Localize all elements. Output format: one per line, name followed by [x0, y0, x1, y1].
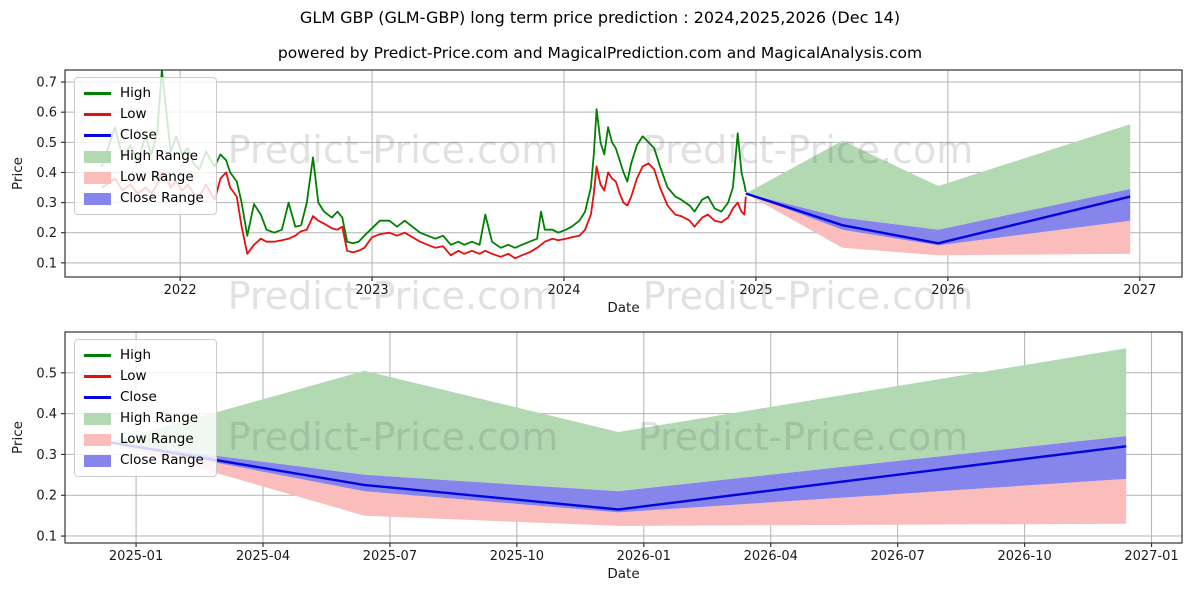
legend-label: Low Range [120, 431, 194, 447]
legend-label: Low [120, 106, 147, 122]
x-tick-label: 2026 [931, 283, 964, 298]
data-layer [100, 70, 1131, 260]
legend-line-swatch [84, 134, 111, 137]
legend-item-close-range: Close Range [84, 450, 204, 471]
legend-item-close: Close [84, 125, 204, 146]
y-tick-label: 0.4 [36, 166, 57, 181]
x-tick-label: 2024 [547, 283, 580, 298]
x-tick-label: 2026-04 [744, 549, 798, 564]
axes-frame [64, 331, 1183, 544]
legend-patch-swatch [84, 171, 111, 184]
legend-label: Close [120, 389, 157, 405]
x-axis-label: Date [607, 300, 639, 316]
data-layer [109, 348, 1127, 526]
x-tick-label: 2022 [164, 283, 197, 298]
legend-item-high-range: High Range [84, 146, 204, 167]
x-tick-label: 2026-07 [871, 549, 925, 564]
legend-item-low-range: Low Range [84, 429, 204, 450]
y-axis-label: Price [10, 157, 26, 190]
y-tick-label: 0.2 [36, 226, 57, 241]
legend-item-high: High [84, 345, 204, 366]
y-tick-label: 0.7 [36, 76, 57, 91]
x-axis-label: Date [607, 566, 639, 582]
tick-labels: 2025-01 2025-04 2025-07 2025-10 2026-01 2026-… [36, 366, 1178, 564]
legend-item-close-range: Close Range [84, 188, 204, 209]
legend-patch-swatch [84, 454, 111, 467]
legend-label: High Range [120, 148, 199, 164]
y-tick-label: 0.2 [36, 489, 57, 504]
y-tick-label: 0.3 [36, 448, 57, 463]
legend-item-high-range: High Range [84, 408, 204, 429]
legend-patch-swatch [84, 433, 111, 446]
close-line [745, 192, 1131, 245]
close-range-band [745, 189, 1131, 246]
x-tick-label: 2025 [739, 283, 772, 298]
legend-bottom-chart: High Low Close High Range Low Range Close Ran… [74, 339, 217, 477]
legend-patch-swatch [84, 150, 111, 163]
y-tick-label: 0.5 [36, 366, 57, 381]
y-tick-label: 0.3 [36, 196, 57, 211]
high-range-band [109, 348, 1127, 492]
legend-line-swatch [84, 396, 111, 399]
legend-label: Low [120, 368, 147, 384]
legend-patch-swatch [84, 192, 111, 205]
x-tick-label: 2025-01 [109, 549, 163, 564]
top-chart: 2022 2023 2024 2025 2026 2027 0.1 0.2 0.3 0.4 0.5 0… [10, 69, 1183, 316]
legend-label: Close [120, 127, 157, 143]
y-tick-label: 0.1 [36, 530, 57, 545]
legend-line-swatch [84, 354, 111, 357]
legend-item-low: Low [84, 104, 204, 125]
legend-top-chart: High Low Close High Range Low Range Close Ran… [74, 77, 217, 215]
y-tick-label: 0.5 [36, 136, 57, 151]
y-tick-label: 0.4 [36, 407, 57, 422]
legend-line-swatch [84, 113, 111, 116]
page-title: GLM GBP (GLM-GBP) long term price predic… [299, 8, 901, 27]
y-axis-label: Price [10, 421, 26, 454]
legend-line-swatch [84, 92, 111, 95]
x-tick-label: 2025-04 [236, 549, 290, 564]
legend-item-close: Close [84, 387, 204, 408]
legend-label: High [120, 85, 152, 101]
legend-item-high: High [84, 83, 204, 104]
x-tick-label: 2023 [356, 283, 389, 298]
legend-item-low-range: Low Range [84, 167, 204, 188]
y-tick-label: 0.1 [36, 256, 57, 271]
legend-label: High Range [120, 410, 199, 426]
x-tick-label: 2025-07 [363, 549, 417, 564]
legend-item-low: Low [84, 366, 204, 387]
page-subtitle: powered by Predict-Price.com and Magical… [277, 44, 923, 62]
legend-label: Close Range [120, 452, 204, 468]
x-tick-label: 2027 [1123, 283, 1156, 298]
x-tick-label: 2026-10 [997, 549, 1051, 564]
close-range-band [109, 436, 1127, 513]
high-range-band [745, 124, 1131, 230]
legend-label: Close Range [120, 190, 204, 206]
close-line [109, 441, 1127, 511]
x-tick-label: 2026-01 [617, 549, 671, 564]
bottom-chart: 2025-01 2025-04 2025-07 2025-10 2026-01 2026-… [10, 331, 1183, 582]
axes-frame [64, 69, 1183, 278]
low-range-band [109, 442, 1127, 526]
tick-labels: 2022 2023 2024 2025 2026 2027 0.1 0.2 0.3 0.4 0.5 0… [36, 76, 1156, 298]
y-tick-label: 0.6 [36, 106, 57, 121]
x-tick-label: 2025-10 [490, 549, 544, 564]
legend-line-swatch [84, 375, 111, 378]
legend-label: High [120, 347, 152, 363]
low-range-band [745, 193, 1131, 256]
legend-patch-swatch [84, 412, 111, 425]
x-tick-label: 2027-01 [1124, 549, 1178, 564]
legend-label: Low Range [120, 169, 194, 185]
